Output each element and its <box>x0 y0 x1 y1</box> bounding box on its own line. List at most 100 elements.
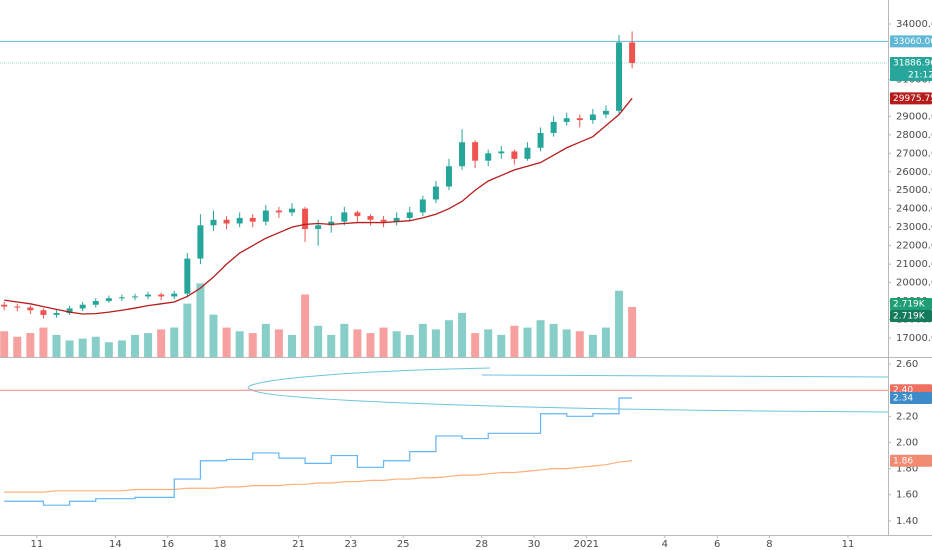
volume-bar <box>549 323 558 357</box>
ma-tag: 29975.75 <box>893 94 932 104</box>
y-tick-label: 28000.00 <box>896 130 932 141</box>
volume-bar <box>392 331 401 357</box>
volume-bar <box>314 325 323 357</box>
candle-body <box>79 304 86 309</box>
volume-bar <box>183 303 192 357</box>
volume-bar <box>0 331 9 357</box>
candle-body <box>1 304 8 307</box>
volume-bar <box>327 334 336 357</box>
candle-body <box>275 210 282 213</box>
candle-body <box>432 186 439 200</box>
volume-bar <box>536 320 545 357</box>
candle-body <box>118 297 125 299</box>
y-tick-label: 22000.00 <box>896 241 932 252</box>
candle-body <box>288 208 295 213</box>
volume-bar <box>65 340 74 357</box>
indicator-tick-label: 1.80 <box>896 464 918 475</box>
candle-body <box>171 293 178 297</box>
candle-body <box>315 225 322 230</box>
volume-bar <box>366 333 375 357</box>
volume-bar <box>131 334 140 357</box>
volume-bar <box>458 312 467 357</box>
volume-bar <box>484 329 493 357</box>
countdown: 21:12 <box>908 71 932 81</box>
hline-tag-box <box>890 35 932 48</box>
volume-bar <box>418 323 427 357</box>
candle-body <box>40 310 47 315</box>
candle-body <box>14 306 21 308</box>
volume-bar <box>628 306 637 357</box>
y-tick-label: 17000.00 <box>896 333 932 344</box>
volume-bar <box>157 329 166 357</box>
candle-body <box>563 118 570 122</box>
indicator-hline-tag: 2.40 <box>893 386 913 396</box>
volume-bar <box>379 327 388 357</box>
y-tick-label: 23000.00 <box>896 222 932 233</box>
x-tick-label: 14 <box>109 539 122 550</box>
volume-bar <box>575 331 584 357</box>
volume-bar <box>104 342 113 357</box>
indicator-step-tag-box <box>890 392 932 405</box>
candle-body <box>498 151 505 154</box>
volume-bar <box>117 340 126 357</box>
x-tick-label: 16 <box>161 539 174 550</box>
candle-body <box>419 199 426 213</box>
volume-bar <box>601 327 610 357</box>
volume-bar <box>144 333 153 357</box>
volume-tag-2: 2.719K <box>893 311 926 321</box>
volume-bar <box>497 334 506 357</box>
candle-body <box>27 307 34 311</box>
y-tick-label: 25000.00 <box>896 185 932 196</box>
volume-bar <box>13 336 22 357</box>
y-tick-label: 24000.00 <box>896 204 932 215</box>
volume-bar <box>52 334 61 357</box>
candle-body <box>576 118 583 121</box>
candle-body <box>210 219 217 226</box>
volume-tag-box <box>890 297 932 310</box>
candle-body <box>328 221 335 226</box>
x-tick-label: 4 <box>662 539 668 550</box>
x-tick-label: 30 <box>528 539 541 550</box>
candle-body <box>341 212 348 222</box>
volume-bar <box>562 329 571 357</box>
volume-tag-2-box <box>890 309 932 322</box>
volume-bar <box>78 338 87 357</box>
volume-bar <box>588 334 597 357</box>
drawing-line <box>481 374 889 378</box>
x-tick-label: 21 <box>292 539 305 550</box>
last-price-tag: 31886.96 <box>893 59 932 69</box>
candle-body <box>105 298 112 302</box>
candle-body <box>524 147 531 159</box>
candle-body <box>354 212 361 217</box>
candle-body <box>511 151 518 159</box>
candle-body <box>236 217 243 224</box>
ma-tag-box <box>890 92 932 105</box>
volume-bar <box>431 329 440 357</box>
candle-body <box>406 212 413 218</box>
volume-bar <box>287 334 296 357</box>
candle-body <box>459 142 466 167</box>
candle-body <box>367 216 374 220</box>
volume-bar <box>353 329 362 357</box>
x-tick-label: 23 <box>344 539 357 550</box>
volume-bar <box>209 314 218 357</box>
volume-bar <box>615 290 624 357</box>
volume-bar <box>235 331 244 357</box>
y-tick-label: 21000.00 <box>896 259 932 270</box>
indicator-smooth-tag-box <box>890 454 932 467</box>
volume-bar <box>444 320 453 357</box>
volume-bar <box>471 333 480 357</box>
indicator-tick-label: 2.60 <box>896 359 918 370</box>
candle-body <box>380 219 387 222</box>
y-tick-label: 20000.00 <box>896 278 932 289</box>
candle-body <box>445 166 452 187</box>
x-tick-label: 2021 <box>574 539 599 550</box>
drawing-curve <box>247 367 889 413</box>
indicator-tick-label: 1.40 <box>896 516 918 527</box>
indicator-step-tag: 2.34 <box>893 394 913 404</box>
y-tick-label: 26000.00 <box>896 167 932 178</box>
candle-body <box>223 219 230 224</box>
candle-body <box>92 301 99 305</box>
moving-average <box>4 97 633 315</box>
